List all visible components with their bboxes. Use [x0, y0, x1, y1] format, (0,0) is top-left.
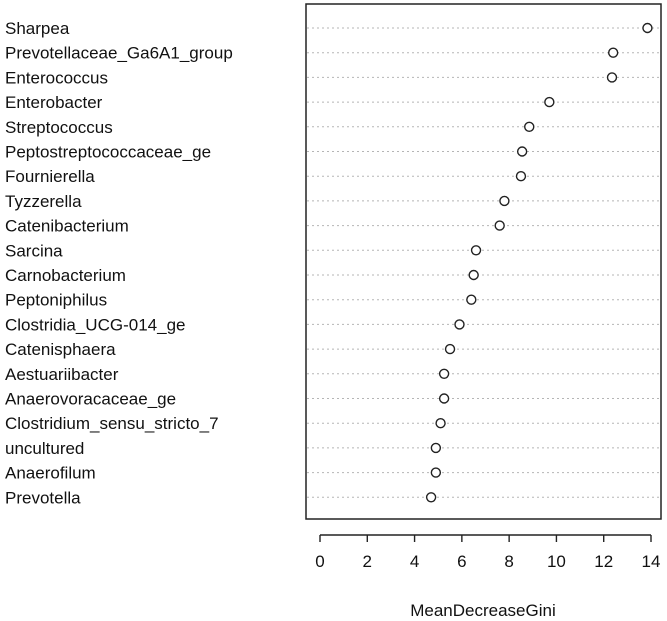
category-label: Prevotellaceae_Ga6A1_group: [5, 44, 233, 63]
category-label: Carnobacterium: [5, 266, 126, 285]
x-axis: 0 2 4 6 8 10 12 14: [315, 534, 661, 571]
category-label: Aestuariibacter: [5, 365, 119, 384]
data-point: [607, 47, 619, 58]
category-label: Sarcina: [5, 241, 63, 260]
category-label: Tyzzerella: [5, 192, 82, 211]
category-label: Clostridium_sensu_stricto_7: [5, 414, 219, 433]
x-tick-label: 12: [594, 552, 613, 571]
category-labels: Sharpea Prevotellaceae_Ga6A1_group Enteroc…: [5, 19, 233, 507]
data-point: [499, 195, 510, 207]
data-point: [468, 269, 479, 281]
data-point: [642, 22, 653, 34]
category-label: Peptostreptococcaceae_ge: [5, 143, 211, 162]
category-label: Enterobacter: [5, 93, 103, 112]
category-label: uncultured: [5, 439, 84, 458]
x-tick-label: 0: [315, 552, 324, 571]
data-point: [470, 245, 482, 256]
category-label: Enterococcus: [5, 68, 108, 87]
category-label: Anaerovoracaceae_ge: [5, 390, 176, 409]
guide-lines: [307, 27, 660, 498]
x-tick-label: 8: [504, 552, 513, 571]
data-point: [524, 121, 535, 133]
category-label: Clostridia_UCG-014_ge: [5, 315, 185, 334]
category-label: Anaerofilum: [5, 464, 96, 483]
x-axis-title: MeanDecreaseGini: [410, 601, 556, 620]
category-label: Catenibacterium: [5, 217, 129, 236]
data-point: [515, 170, 527, 182]
category-label: Sharpea: [5, 19, 70, 38]
plot-area: [305, 3, 662, 520]
x-tick-label: 14: [642, 552, 661, 571]
x-tick-label: 10: [547, 552, 566, 571]
data-point: [430, 442, 442, 454]
data-point: [494, 220, 505, 231]
data-point: [444, 343, 456, 355]
data-point: [544, 96, 555, 108]
data-point: [430, 467, 442, 478]
data-point: [438, 393, 450, 404]
data-point: [516, 146, 528, 157]
data-points: [425, 22, 653, 503]
x-tick-label: 6: [457, 552, 466, 571]
x-tick-label: 4: [410, 552, 419, 571]
category-label: Catenisphaera: [5, 340, 116, 359]
data-point: [466, 294, 477, 305]
category-label: Peptoniphilus: [5, 291, 107, 310]
category-label: Prevotella: [5, 488, 81, 507]
x-tick-label: 2: [363, 552, 372, 571]
category-label: Fournierella: [5, 167, 95, 186]
data-point: [606, 72, 618, 83]
data-point: [435, 418, 446, 429]
data-point: [438, 368, 450, 379]
data-point: [454, 319, 465, 330]
category-label: Streptococcus: [5, 118, 113, 137]
data-point: [425, 492, 437, 503]
